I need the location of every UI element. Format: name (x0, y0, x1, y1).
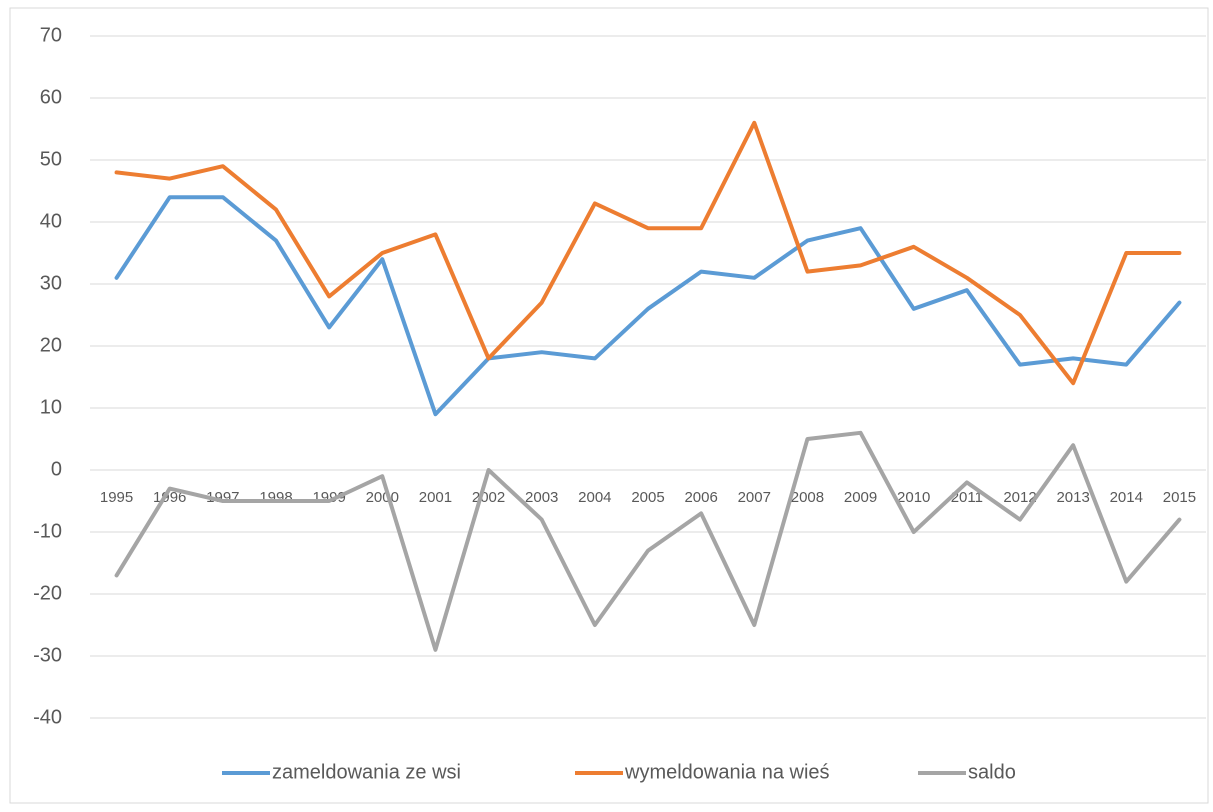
chart-border (9, 7, 1209, 804)
x-tick-label: 2004 (578, 489, 611, 506)
x-tick-label: 2007 (738, 489, 771, 506)
x-tick-label: 2005 (631, 489, 664, 506)
series-line (114, 195, 1182, 417)
y-tick-label: 0 (51, 458, 62, 480)
x-tick-label: 2014 (1110, 489, 1143, 506)
x-tick-label: 1998 (259, 489, 292, 506)
y-tick-label: 60 (40, 86, 62, 108)
y-tick-label: 50 (40, 148, 62, 170)
legend-label: wymeldowania na wieś (624, 761, 830, 783)
x-tick-label: 2001 (419, 489, 452, 506)
x-tick-label: 2006 (684, 489, 717, 506)
x-tick-label: 2000 (366, 489, 399, 506)
x-tick-label: 2008 (791, 489, 824, 506)
x-tick-label: 2011 (951, 489, 983, 506)
x-tick-label: 2013 (1056, 489, 1089, 506)
y-tick-label: 10 (40, 396, 62, 418)
y-tick-label: -30 (33, 644, 62, 666)
y-tick-label: -40 (33, 706, 62, 728)
x-tick-label: 2010 (897, 489, 930, 506)
x-tick-label: 2012 (1003, 489, 1036, 506)
y-tick-label: 70 (40, 24, 62, 46)
x-tick-label: 1995 (100, 489, 133, 506)
y-tick-label: -10 (33, 520, 62, 542)
x-tick-label: 2009 (844, 489, 877, 506)
y-tick-label: -20 (33, 582, 62, 604)
y-tick-label: 30 (40, 272, 62, 294)
x-tick-label: 2003 (525, 489, 558, 506)
series-line (114, 120, 1182, 386)
y-tick-label: 20 (40, 334, 62, 356)
legend-label: zameldowania ze wsi (272, 761, 461, 783)
legend-label: saldo (968, 761, 1016, 783)
y-tick-label: 40 (40, 210, 62, 232)
x-tick-label: 2015 (1163, 489, 1196, 506)
series-line (114, 430, 1182, 652)
